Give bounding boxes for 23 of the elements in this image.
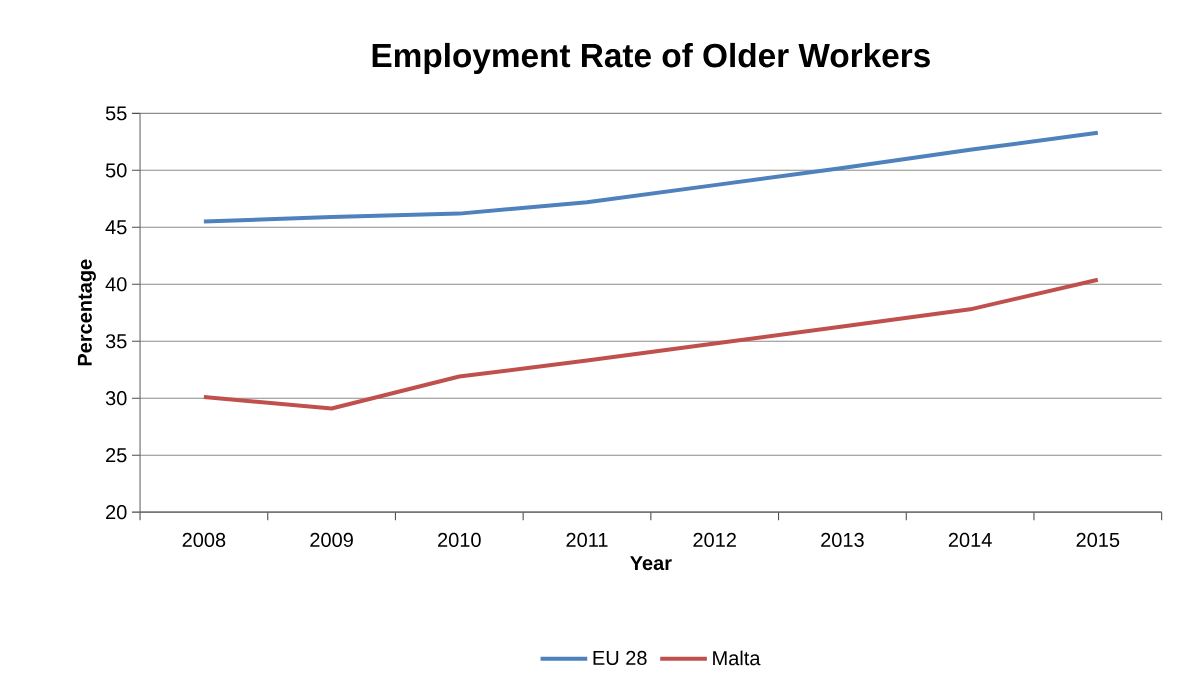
legend-label: EU 28 (593, 650, 647, 666)
x-tick-label: 2009 (310, 532, 353, 548)
x-tick-label: 2011 (566, 532, 608, 548)
x-tick-label: 2013 (821, 532, 864, 548)
y-tick-label: 45 (105, 220, 127, 235)
x-tick-label: 2012 (693, 532, 736, 548)
y-tick-label: 35 (105, 334, 127, 349)
y-tick-label: 50 (105, 163, 127, 178)
x-tick-label: 2015 (1076, 532, 1120, 548)
y-tick-label: 40 (105, 277, 127, 292)
x-tick-label: 2010 (438, 532, 481, 548)
y-tick-label: 30 (105, 391, 127, 406)
x-tick-label: 2008 (182, 532, 226, 548)
line-series (201, 130, 1100, 224)
line-series (201, 277, 1100, 411)
x-tick-label: 2014 (948, 532, 992, 548)
y-tick-label: 25 (106, 448, 127, 463)
y-tick-label: 55 (105, 106, 127, 121)
x-axis-title: Year (630, 556, 672, 571)
legend-label: Malta (713, 650, 761, 666)
chart-title: Employment Rate of Older Workers (372, 42, 930, 75)
y-tick-label: 20 (106, 505, 127, 520)
y-axis-title: Percentage (77, 259, 96, 366)
